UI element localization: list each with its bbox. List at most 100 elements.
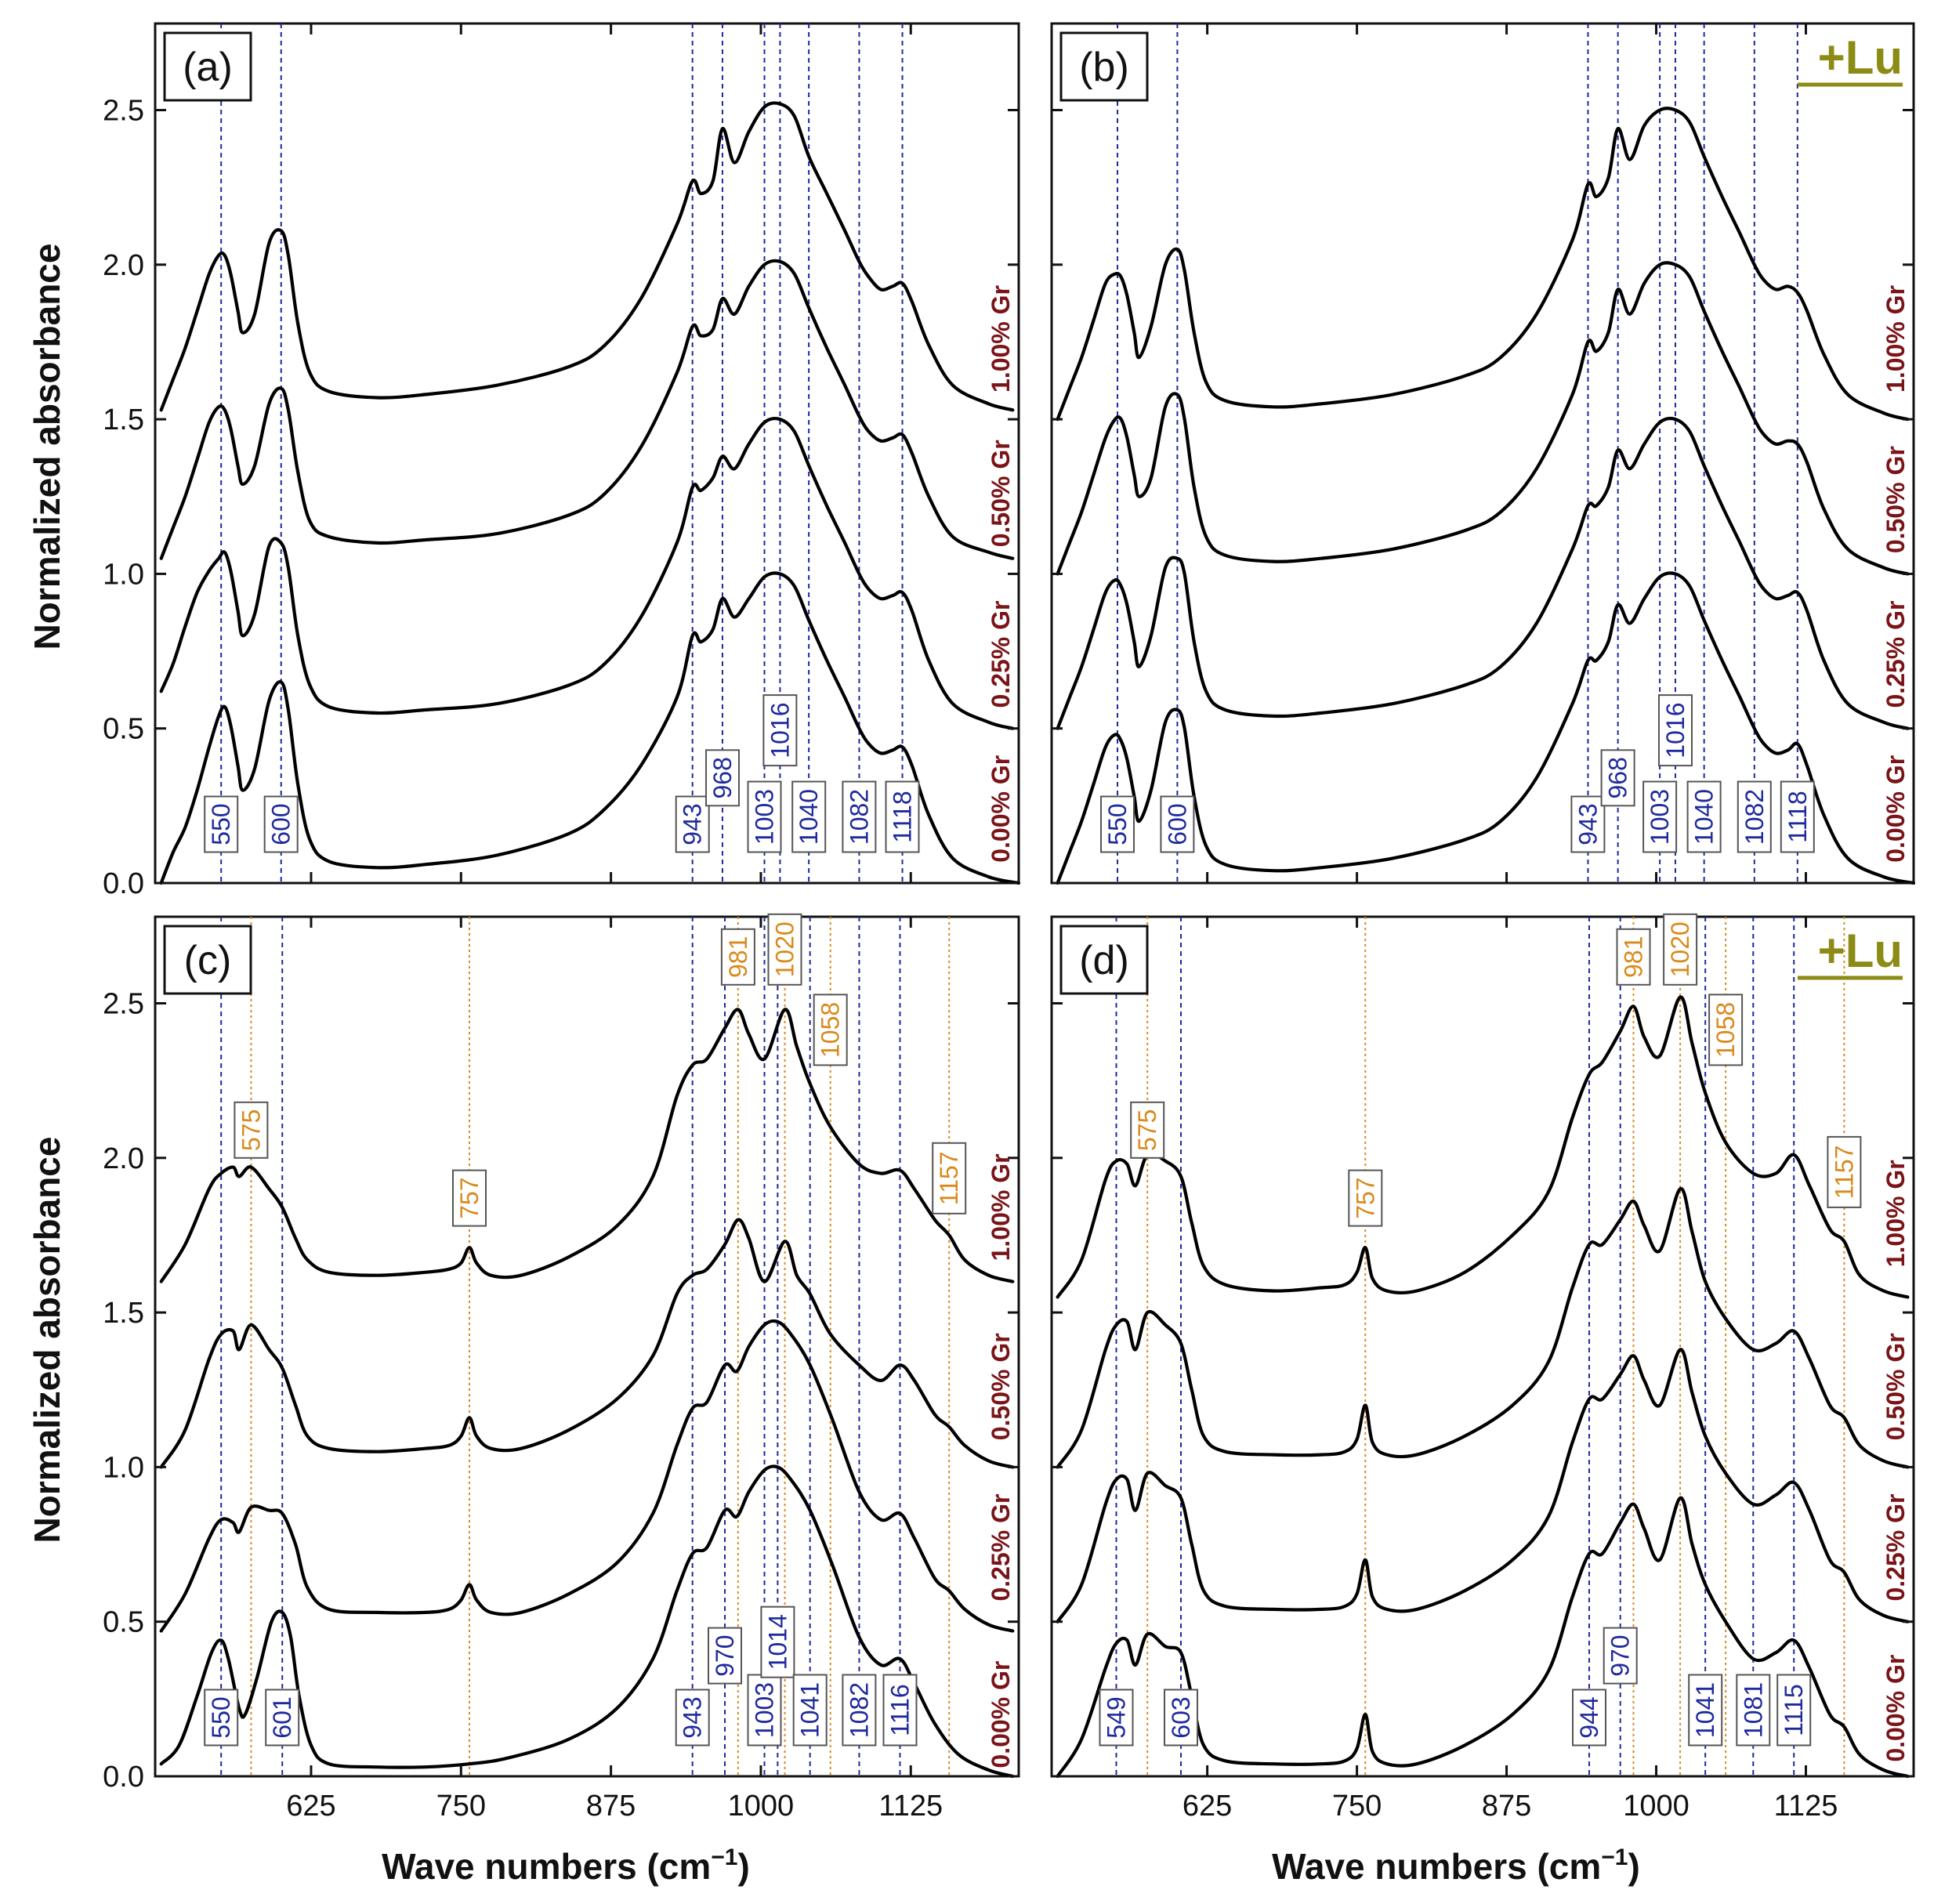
series-labels: 0.00% Gr 0.25% Gr 0.50% Gr 1.00% Gr bbox=[1881, 1160, 1910, 1761]
peak-label: 550 bbox=[1100, 795, 1135, 853]
peak-label-text: 970 bbox=[1606, 1634, 1635, 1676]
peak-label-text: 600 bbox=[267, 803, 295, 845]
peak-label: 1003 bbox=[747, 1674, 782, 1747]
series-label: 0.00% Gr bbox=[987, 1661, 1015, 1768]
peak-label: 1020 bbox=[1663, 913, 1698, 986]
series-labels: 0.00% Gr 0.25% Gr 0.50% Gr 1.00% Gr bbox=[987, 285, 1015, 863]
panel-label-box bbox=[1059, 31, 1149, 102]
peak-label: 943 bbox=[675, 795, 710, 853]
series-line bbox=[159, 259, 1015, 560]
peak-label: 1016 bbox=[762, 694, 798, 767]
peak-label-text: 575 bbox=[237, 1109, 265, 1151]
peak-label-box bbox=[1164, 1689, 1198, 1747]
peak-label-text: 1081 bbox=[1739, 1682, 1767, 1738]
x-tick-label: 875 bbox=[1482, 1790, 1531, 1823]
peak-label-box bbox=[708, 1627, 742, 1685]
series-line bbox=[1056, 261, 1910, 576]
peak-label: 603 bbox=[1164, 1689, 1198, 1747]
panel-label-box bbox=[163, 31, 252, 102]
peak-label-text: 600 bbox=[1163, 803, 1191, 845]
peak-label-text: 1003 bbox=[1646, 789, 1674, 845]
peak-label-text: 1082 bbox=[845, 789, 873, 845]
peak-label-box bbox=[265, 1689, 300, 1747]
peak-label-text: 601 bbox=[268, 1696, 296, 1738]
peak-label-box bbox=[760, 1605, 795, 1678]
peak-label-box bbox=[1827, 1135, 1862, 1208]
peak-label-text: 1040 bbox=[795, 789, 823, 845]
series-line bbox=[159, 416, 1015, 730]
peak-label-box bbox=[1160, 795, 1195, 853]
peak-label-text: 1118 bbox=[1784, 791, 1812, 842]
series-line bbox=[159, 1008, 1015, 1283]
peak-label: 943 bbox=[675, 1689, 710, 1747]
peak-label-box bbox=[720, 928, 755, 986]
x-tick-label: 1125 bbox=[878, 1790, 943, 1823]
x-axis-label-right: Wave numbers (cm−1) bbox=[1272, 1844, 1640, 1887]
peak-label: 970 bbox=[708, 1627, 742, 1685]
peak-label-box bbox=[204, 1689, 239, 1747]
peak-label-text: 575 bbox=[1133, 1109, 1161, 1151]
peak-label-text: 1157 bbox=[1830, 1145, 1858, 1199]
peak-label: 1116 bbox=[882, 1674, 918, 1747]
x-tick-label: 625 bbox=[1182, 1790, 1232, 1823]
peak-label-box bbox=[675, 1689, 710, 1747]
peak-label-text: 970 bbox=[711, 1634, 739, 1676]
series-label: 0.25% Gr bbox=[1881, 1494, 1910, 1602]
peak-label-box bbox=[1572, 1689, 1606, 1747]
peak-label: 601 bbox=[265, 1689, 300, 1747]
peak-label-text: 757 bbox=[1351, 1177, 1379, 1218]
y-tick-label: 0.5 bbox=[103, 713, 144, 746]
axis-ticks: 625 750 875 1000 1125 bbox=[1052, 917, 1914, 1823]
x-axis-label-left: Wave numbers (cm−1) bbox=[382, 1844, 750, 1887]
peak-label-box bbox=[204, 795, 239, 853]
y-tick-label: 2.0 bbox=[103, 1142, 144, 1175]
y-axis-label-bottom: Normalized absorbance bbox=[27, 1137, 67, 1544]
peak-label-text: 1020 bbox=[1666, 921, 1694, 977]
plot-frame bbox=[154, 915, 1020, 1778]
lu-tag: +Lu bbox=[1818, 925, 1903, 977]
peak-label-box bbox=[705, 749, 740, 807]
peak-label-text: 757 bbox=[455, 1177, 484, 1218]
peak-label-text: 1020 bbox=[771, 921, 799, 977]
series-group bbox=[1056, 995, 1910, 1779]
peak-label: 1118 bbox=[885, 780, 920, 853]
x-tick-label: 625 bbox=[286, 1790, 335, 1823]
peak-label: 1081 bbox=[1736, 1674, 1771, 1747]
peak-label-box bbox=[885, 780, 920, 853]
peak-label: 1118 bbox=[1780, 780, 1815, 853]
peak-label-text: 944 bbox=[1575, 1696, 1603, 1738]
series-label: 1.00% Gr bbox=[1881, 285, 1910, 393]
panel-label: (c) bbox=[184, 938, 232, 983]
y-axis-label-top: Normalized absorbance bbox=[27, 244, 67, 650]
y-tick-label: 1.0 bbox=[103, 558, 144, 591]
y-tick-label: 1.0 bbox=[103, 1451, 144, 1484]
peak-label: 600 bbox=[263, 795, 299, 853]
peak-label: 575 bbox=[234, 1101, 269, 1159]
peak-label-box bbox=[1688, 1674, 1723, 1747]
peak-label-box bbox=[1776, 1674, 1812, 1747]
series-label: 0.00% Gr bbox=[1881, 755, 1910, 863]
panel-label-box bbox=[1059, 925, 1149, 995]
peak-label: 1058 bbox=[1708, 994, 1744, 1066]
peak-label: 1016 bbox=[1658, 694, 1693, 767]
series-label: 0.50% Gr bbox=[987, 1333, 1015, 1440]
series-group bbox=[1056, 107, 1916, 885]
peak-label-text: 1041 bbox=[1691, 1682, 1719, 1738]
series-label: 0.25% Gr bbox=[987, 1494, 1015, 1602]
peak-label-text: 1003 bbox=[751, 1682, 779, 1738]
peak-label: 944 bbox=[1572, 1689, 1606, 1747]
panel-3: 0.0 0.5 1.0 1.5 2.0 2.5 625 750 875 1000 1125 550 60… bbox=[103, 913, 1020, 1823]
peak-label: 1115 bbox=[1776, 1674, 1812, 1747]
series-line bbox=[1056, 1348, 1910, 1623]
axis-ticks: 0.0 0.5 1.0 1.5 2.0 2.5 bbox=[103, 24, 1019, 900]
peak-label-box bbox=[1642, 780, 1678, 853]
peak-label: 757 bbox=[1348, 1169, 1383, 1227]
peak-label-box bbox=[792, 1674, 828, 1747]
peak-label: 1058 bbox=[813, 994, 848, 1066]
peak-label-box bbox=[1737, 780, 1772, 853]
peak-label-box bbox=[1100, 795, 1135, 853]
